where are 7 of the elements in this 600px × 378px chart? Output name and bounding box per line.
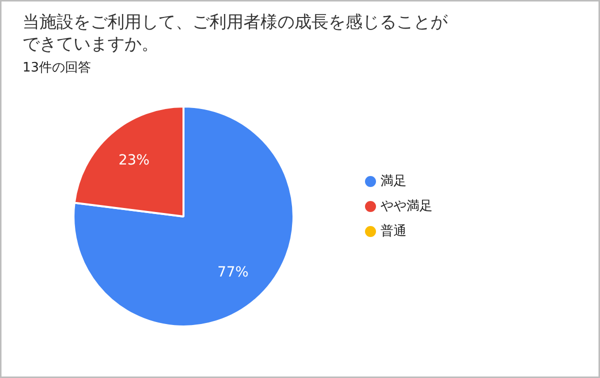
legend-label: やや満足 xyxy=(380,199,432,214)
chart-subtitle: 13件の回答 xyxy=(22,60,92,76)
legend-label: 満足 xyxy=(380,174,406,189)
data-label: 77% xyxy=(217,264,249,281)
data-label: 23% xyxy=(118,152,150,168)
chart-title: 当施設をご利用して、ご利用者様の成長を感じることができていますか。 xyxy=(22,12,448,54)
legend-label: 普通 xyxy=(380,223,406,239)
